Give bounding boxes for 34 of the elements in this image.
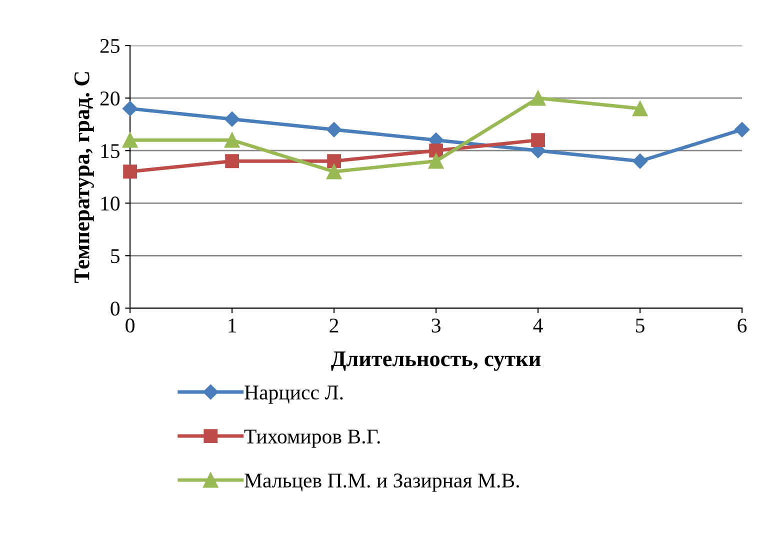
point bbox=[734, 122, 750, 138]
y-tick-label: 0 bbox=[110, 302, 120, 316]
legend-label: Тихомиров В.Г. bbox=[244, 430, 380, 448]
x-tick-label: 3 bbox=[432, 318, 440, 333]
y-axis-title: Температура, град. С bbox=[74, 72, 94, 283]
y-tick-label: 15 bbox=[101, 144, 120, 158]
y-tick-label: 10 bbox=[101, 196, 120, 211]
point bbox=[327, 154, 341, 168]
point bbox=[428, 153, 444, 169]
x-tick-label: 4 bbox=[533, 318, 543, 332]
x-tick-label: 1 bbox=[228, 318, 236, 332]
x-tick-label: 0 bbox=[126, 318, 134, 333]
point bbox=[531, 133, 545, 148]
legend-label: Мальцев П.М. и Зазирная М.В. bbox=[244, 474, 519, 492]
legend-label: Нарцисс Л. bbox=[244, 386, 343, 404]
point bbox=[224, 112, 240, 127]
point bbox=[225, 154, 239, 168]
point bbox=[123, 164, 137, 179]
point bbox=[530, 90, 546, 106]
x-tick-label: 5 bbox=[636, 318, 644, 333]
point bbox=[326, 122, 342, 138]
y-tick-label: 25 bbox=[100, 38, 120, 53]
y-tick-label: 20 bbox=[100, 91, 120, 106]
point bbox=[122, 101, 138, 116]
y-tick-label: 5 bbox=[111, 249, 120, 264]
x-tick-label: 6 bbox=[738, 318, 747, 333]
point bbox=[632, 154, 648, 169]
point bbox=[224, 132, 240, 148]
x-axis-title: Длительность, сутки bbox=[331, 352, 541, 371]
point bbox=[632, 100, 648, 116]
x-tick-label: 2 bbox=[330, 318, 338, 332]
point bbox=[122, 132, 138, 148]
point bbox=[429, 144, 443, 158]
point bbox=[326, 164, 342, 180]
